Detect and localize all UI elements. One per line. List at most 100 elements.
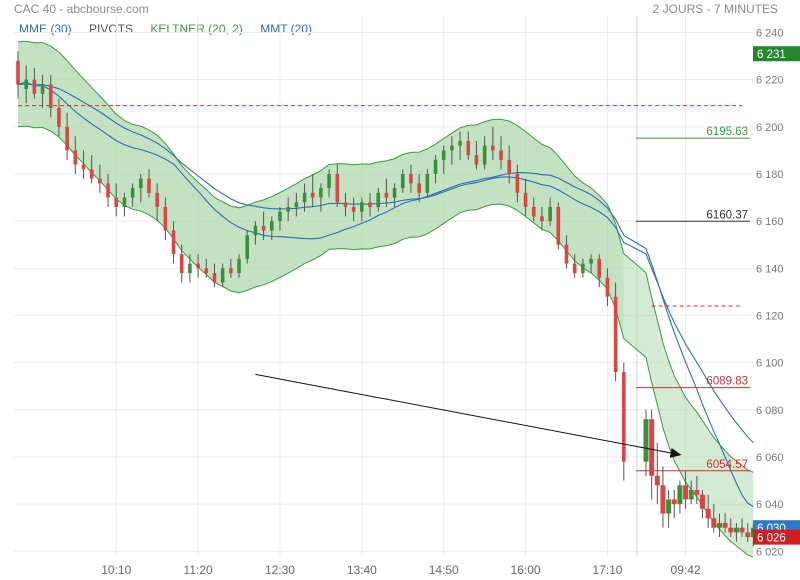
candle-body [179, 254, 184, 274]
candle-body [122, 197, 127, 208]
candle-body [89, 169, 94, 179]
chart-period: 2 JOURS - 7 MINUTES [652, 2, 778, 16]
candle [106, 173, 110, 208]
candle-body [212, 273, 217, 283]
x-tick-label: 09:42 [671, 563, 701, 577]
x-tick-label: 17:10 [592, 563, 622, 577]
candle-body [188, 263, 192, 274]
candle-body [253, 225, 258, 236]
keltner-lower-line [17, 125, 625, 339]
y-tick-label: 6 160 [756, 216, 784, 228]
candle-body [351, 207, 356, 212]
candle [572, 254, 577, 278]
candle-body [400, 173, 405, 189]
candle [32, 67, 37, 99]
candle-body [139, 178, 143, 189]
x-tick-label: 10:10 [101, 563, 131, 577]
candle [147, 169, 151, 198]
candle-body [531, 207, 536, 217]
candle-body [649, 419, 655, 476]
candle-body [409, 173, 413, 184]
candle-body [581, 263, 585, 274]
candle-body [474, 155, 479, 165]
candle [654, 442, 660, 505]
candle-body [155, 192, 159, 208]
candle-body [677, 485, 683, 505]
price-badge: 6 231 [753, 46, 800, 62]
candle-body [81, 164, 86, 170]
candle-body [196, 263, 200, 269]
candle-body [671, 499, 677, 505]
candle [376, 188, 381, 212]
candle-body [368, 202, 372, 208]
candle-body [319, 188, 323, 198]
candle-body [745, 532, 751, 538]
candle-body [683, 485, 689, 500]
price-badge-bg [753, 529, 800, 545]
candle [683, 471, 689, 509]
candle [711, 504, 717, 533]
candle-body [327, 173, 331, 189]
mmt-line [17, 81, 754, 507]
price-badge-bg [753, 46, 800, 62]
candle [660, 466, 666, 528]
candle [310, 173, 315, 208]
candle-body [392, 188, 397, 198]
candle-body [261, 225, 266, 231]
candle [163, 197, 168, 241]
candle-body [114, 197, 119, 208]
candle-body [450, 145, 454, 151]
annotation-arrow-head [669, 448, 682, 458]
candle [237, 254, 241, 278]
candle [613, 282, 618, 382]
candle-body [515, 173, 520, 193]
candle-body [613, 296, 618, 373]
candle [556, 202, 561, 250]
candle [73, 136, 78, 174]
candle [220, 263, 225, 288]
x-tick-label: 16:00 [511, 563, 541, 577]
candle-body [660, 485, 666, 514]
candle-body [73, 150, 78, 165]
candle-body [65, 126, 69, 151]
candle [335, 164, 340, 208]
candle [597, 254, 602, 288]
candle [700, 489, 705, 519]
candle [450, 136, 454, 165]
candle [649, 409, 655, 500]
keltner-upper-line [623, 253, 754, 473]
candle [548, 197, 552, 226]
candle [400, 169, 405, 193]
candle-body [57, 107, 61, 127]
candle-body [622, 372, 626, 462]
candle-body [24, 79, 28, 90]
candle [392, 183, 397, 208]
candle-body [171, 230, 176, 255]
candle [589, 254, 593, 274]
candle-body [98, 178, 102, 184]
level-label: 6054.57 [706, 459, 748, 471]
candle [622, 362, 626, 481]
candle [368, 192, 372, 217]
candle [89, 155, 94, 184]
y-tick-label: 6 180 [756, 169, 784, 181]
candle-body [507, 159, 511, 174]
mme-line [17, 83, 754, 444]
candle [694, 475, 700, 505]
candle-body [294, 202, 299, 208]
candle-body [433, 159, 438, 174]
candle-body [245, 235, 250, 259]
candle [57, 98, 61, 137]
candle [16, 51, 20, 99]
candle [540, 207, 544, 231]
x-tick-label: 14:50 [429, 563, 459, 577]
candle-body [229, 268, 233, 274]
candle-body [286, 207, 290, 212]
x-tick-label: 13:40 [347, 563, 377, 577]
level-label: 6089.83 [706, 376, 748, 388]
candle [229, 258, 233, 278]
y-tick-label: 6 060 [756, 452, 784, 464]
y-tick-label: 6 120 [756, 310, 784, 322]
candle-body [376, 192, 381, 208]
